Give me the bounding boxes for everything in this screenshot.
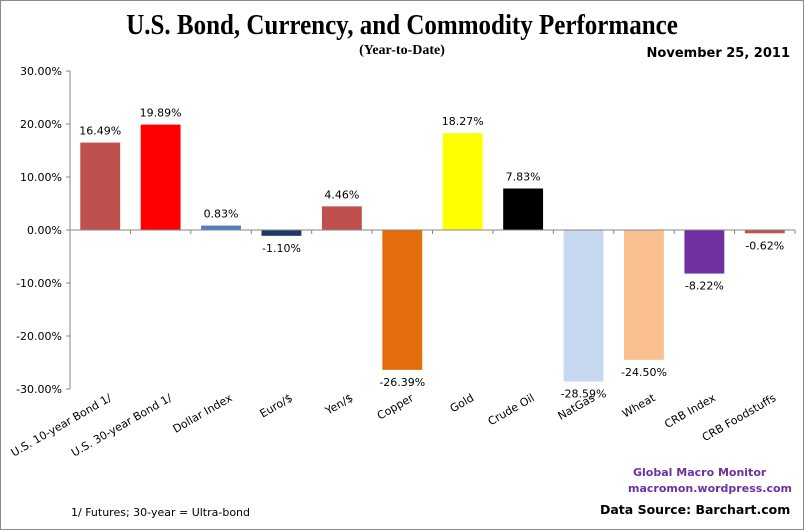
y-tick-label: -10.00% bbox=[16, 277, 62, 290]
bar bbox=[624, 230, 664, 360]
category-label: U.S. 10-year Bond 1/ bbox=[9, 391, 114, 459]
category-label: Gold bbox=[448, 391, 476, 415]
data-label: -1.10% bbox=[262, 242, 301, 255]
chart-date: November 25, 2011 bbox=[646, 46, 790, 61]
bar bbox=[80, 142, 121, 230]
y-axis: 30.00% 20.00% 10.00% 0.00% -10.00% -20.00% -30… bbox=[16, 65, 71, 396]
x-axis bbox=[69, 229, 796, 234]
data-label: 0.83% bbox=[204, 208, 239, 221]
data-label: 19.89% bbox=[140, 107, 182, 120]
y-tick-label: 0.00% bbox=[27, 224, 62, 237]
footnote: 1/ Futures; 30-year = Ultra-bond bbox=[71, 506, 251, 519]
category-label: Euro/$ bbox=[258, 391, 295, 420]
bar bbox=[382, 230, 423, 370]
bars bbox=[80, 124, 785, 382]
bar bbox=[563, 230, 604, 382]
credit-url: macromon.wordpress.com bbox=[628, 482, 793, 495]
category-labels: U.S. 10-year Bond 1/U.S. 30-year Bond 1/… bbox=[9, 391, 779, 459]
data-label: 18.27% bbox=[442, 115, 484, 128]
chart-title: U.S. Bond, Currency, and Commodity Perfo… bbox=[126, 10, 678, 41]
bar bbox=[261, 230, 302, 236]
category-label: Copper bbox=[375, 391, 416, 422]
bar bbox=[201, 225, 241, 230]
bar bbox=[684, 230, 725, 274]
category-label: CRB Index bbox=[662, 391, 718, 431]
category-label: Wheat bbox=[620, 391, 658, 420]
bar bbox=[503, 188, 544, 230]
data-label: 7.83% bbox=[506, 171, 541, 184]
data-source: Data Source: Barchart.com bbox=[600, 502, 791, 517]
y-tick-label: 20.00% bbox=[20, 118, 62, 131]
bar bbox=[321, 206, 362, 230]
y-tick-label: 10.00% bbox=[20, 171, 62, 184]
data-label: 4.46% bbox=[324, 188, 359, 201]
data-label: -8.22% bbox=[685, 280, 724, 293]
data-labels: 16.49% 19.89% 0.83% -1.10% 4.46% -26.39% 18.27… bbox=[79, 107, 784, 401]
data-label: -0.62% bbox=[745, 239, 784, 252]
category-label: Yen/$ bbox=[322, 391, 355, 418]
data-label: 16.49% bbox=[79, 125, 121, 138]
data-label: -28.59% bbox=[561, 388, 607, 401]
category-label: Dollar Index bbox=[171, 391, 235, 436]
y-tick-label: -30.00% bbox=[16, 383, 62, 396]
bar bbox=[140, 124, 181, 230]
data-label: -24.50% bbox=[621, 366, 667, 379]
credit-name: Global Macro Monitor bbox=[633, 466, 767, 479]
y-tick-label: -20.00% bbox=[16, 330, 62, 343]
data-label: -26.39% bbox=[379, 376, 425, 389]
category-label: U.S. 30-year Bond 1/ bbox=[69, 391, 174, 459]
chart-subtitle: (Year-to-Date) bbox=[359, 43, 445, 58]
y-tick-label: 30.00% bbox=[20, 65, 62, 78]
bar bbox=[442, 133, 483, 230]
bar bbox=[744, 230, 785, 234]
category-label: Crude Oil bbox=[486, 391, 537, 428]
